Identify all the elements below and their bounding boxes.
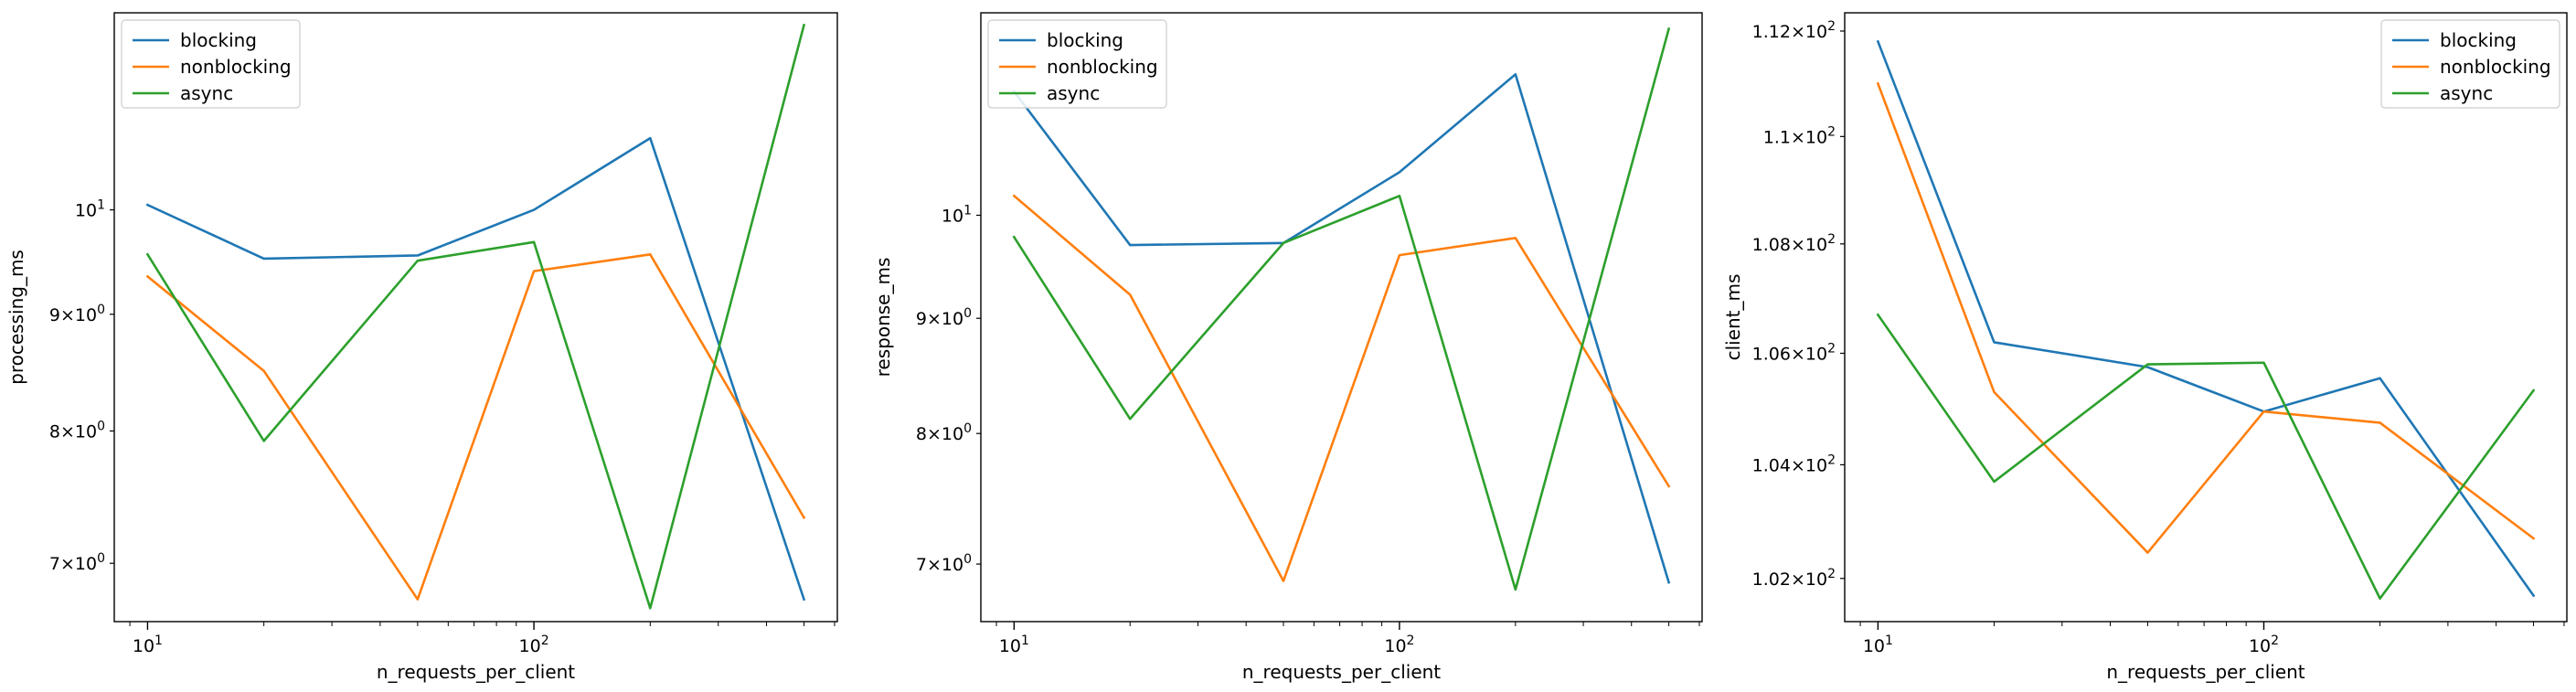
series-line-async xyxy=(1876,313,2536,601)
y-axis-label: client_ms xyxy=(1722,274,1744,361)
y-tick-label: 9×100 xyxy=(916,306,972,329)
y-tick-label: 8×100 xyxy=(916,421,972,444)
legend-label-blocking: blocking xyxy=(2440,29,2517,51)
legend-label-blocking: blocking xyxy=(1047,29,1123,51)
series-line-blocking xyxy=(145,136,806,602)
x-axis-label: n_requests_per_client xyxy=(377,661,575,683)
x-tick-label: 102 xyxy=(2249,633,2279,656)
legend-label-async: async xyxy=(1047,82,1100,104)
legend-label-nonblocking: nonblocking xyxy=(180,56,292,78)
x-axis-label: n_requests_per_client xyxy=(2106,661,2305,683)
x-tick-label: 101 xyxy=(1863,633,1893,656)
y-tick-label: 101 xyxy=(75,198,105,221)
y-tick-label: 1.12×102 xyxy=(1752,19,1836,42)
legend-label-nonblocking: nonblocking xyxy=(2440,56,2551,78)
y-tick-label: 1.06×102 xyxy=(1752,341,1836,364)
series-line-nonblocking xyxy=(1876,81,2536,554)
chart-panel-1: 101 102 101 9×100 8×100 7×100 n_requests_per_c… xyxy=(5,12,838,683)
plot-frame xyxy=(1844,12,2568,623)
series-line-blocking xyxy=(1012,73,1671,584)
x-tick-label: 102 xyxy=(519,633,549,656)
legend-box xyxy=(987,19,1167,109)
x-tick-label: 101 xyxy=(133,633,163,656)
plot-frame xyxy=(113,12,838,623)
legend: blocking nonblocking async xyxy=(2380,19,2560,109)
chart-panel-2: 101 102 101 9×100 8×100 7×100 n_requests_per_c… xyxy=(872,12,1703,683)
y-tick-label: 7×100 xyxy=(49,551,105,574)
legend-box xyxy=(2380,19,2560,109)
x-axis-label: n_requests_per_client xyxy=(1242,661,1441,683)
legend-label-async: async xyxy=(180,82,233,104)
y-tick-label: 8×100 xyxy=(49,419,105,442)
legend-label-blocking: blocking xyxy=(180,29,257,51)
x-tick-label: 102 xyxy=(1384,633,1414,656)
series-line-blocking xyxy=(1876,39,2536,598)
y-tick-label: 1.04×102 xyxy=(1752,452,1836,475)
legend-label-nonblocking: nonblocking xyxy=(1047,56,1158,78)
series-line-nonblocking xyxy=(145,253,806,601)
legend: blocking nonblocking async xyxy=(987,19,1167,109)
series-line-async xyxy=(145,23,806,610)
y-tick-label: 1.1×102 xyxy=(1763,124,1836,147)
chart-panel-3: 101 102 1.12×102 1.1×102 1.08×102 1.06×102 1.0… xyxy=(1722,12,2568,683)
y-tick-label: 1.02×102 xyxy=(1752,567,1836,590)
y-tick-label: 101 xyxy=(942,203,972,226)
legend-label-async: async xyxy=(2440,82,2493,104)
series-line-nonblocking xyxy=(1012,194,1671,582)
y-tick-label: 7×100 xyxy=(916,552,972,575)
y-tick-label: 9×100 xyxy=(49,303,105,325)
plot-frame xyxy=(980,12,1703,623)
y-axis-label: processing_ms xyxy=(5,250,27,385)
legend: blocking nonblocking async xyxy=(121,19,301,109)
y-tick-label: 1.08×102 xyxy=(1752,232,1836,255)
y-axis-label: response_ms xyxy=(872,258,894,378)
legend-box xyxy=(121,19,301,109)
series-line-async xyxy=(1012,27,1671,591)
x-tick-label: 101 xyxy=(999,633,1029,656)
